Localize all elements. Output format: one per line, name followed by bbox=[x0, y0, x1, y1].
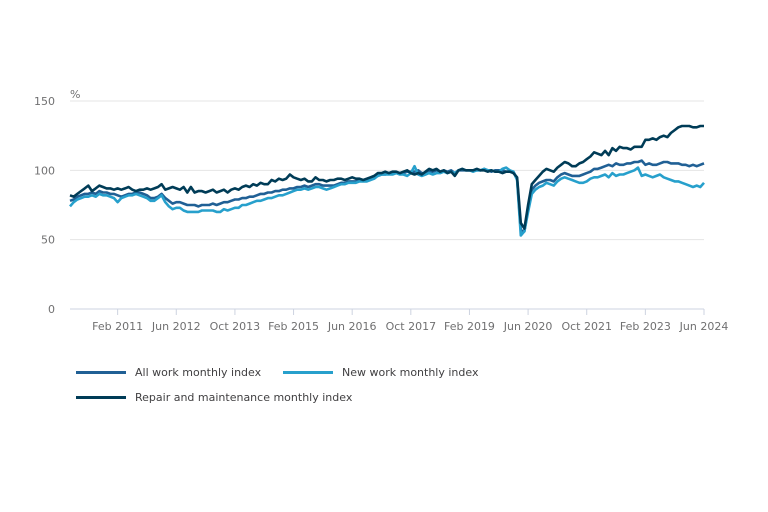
x-tick-label: Oct 2017 bbox=[386, 320, 437, 333]
legend-label: Repair and maintenance monthly index bbox=[135, 391, 353, 404]
y-axis-unit-label: % bbox=[70, 88, 80, 101]
y-tick-label: 150 bbox=[34, 95, 55, 108]
x-tick-label: Jun 2016 bbox=[327, 320, 377, 333]
legend-swatch-repair-maintenance bbox=[76, 396, 126, 399]
legend-item-new-work[interactable]: New work monthly index bbox=[283, 366, 478, 379]
x-tick-label: Feb 2015 bbox=[268, 320, 319, 333]
legend-swatch-new-work bbox=[283, 371, 333, 374]
legend-item-all-work[interactable]: All work monthly index bbox=[76, 366, 261, 379]
x-tick-label: Oct 2021 bbox=[561, 320, 612, 333]
x-tick-label: Feb 2023 bbox=[620, 320, 671, 333]
legend-label: New work monthly index bbox=[342, 366, 479, 379]
x-tick-label: Jun 2020 bbox=[503, 320, 553, 333]
x-tick-label: Oct 2013 bbox=[210, 320, 261, 333]
y-tick-label: 100 bbox=[34, 164, 55, 177]
legend-label: All work monthly index bbox=[135, 366, 262, 379]
x-tick-label: Feb 2019 bbox=[444, 320, 495, 333]
series-line-repair-and-maintenance-monthly-index[interactable] bbox=[69, 124, 704, 230]
x-tick-label: Feb 2011 bbox=[92, 320, 143, 333]
legend-item-repair-maintenance[interactable]: Repair and maintenance monthly index bbox=[76, 391, 352, 404]
y-tick-label: 0 bbox=[48, 303, 55, 316]
series-line-new-work-monthly-index[interactable] bbox=[69, 164, 705, 237]
legend-swatch-all-work bbox=[76, 371, 126, 374]
x-tick-label: Jun 2012 bbox=[151, 320, 201, 333]
x-tick-label: Jun 2024 bbox=[679, 320, 729, 333]
y-tick-label: 50 bbox=[41, 234, 55, 247]
